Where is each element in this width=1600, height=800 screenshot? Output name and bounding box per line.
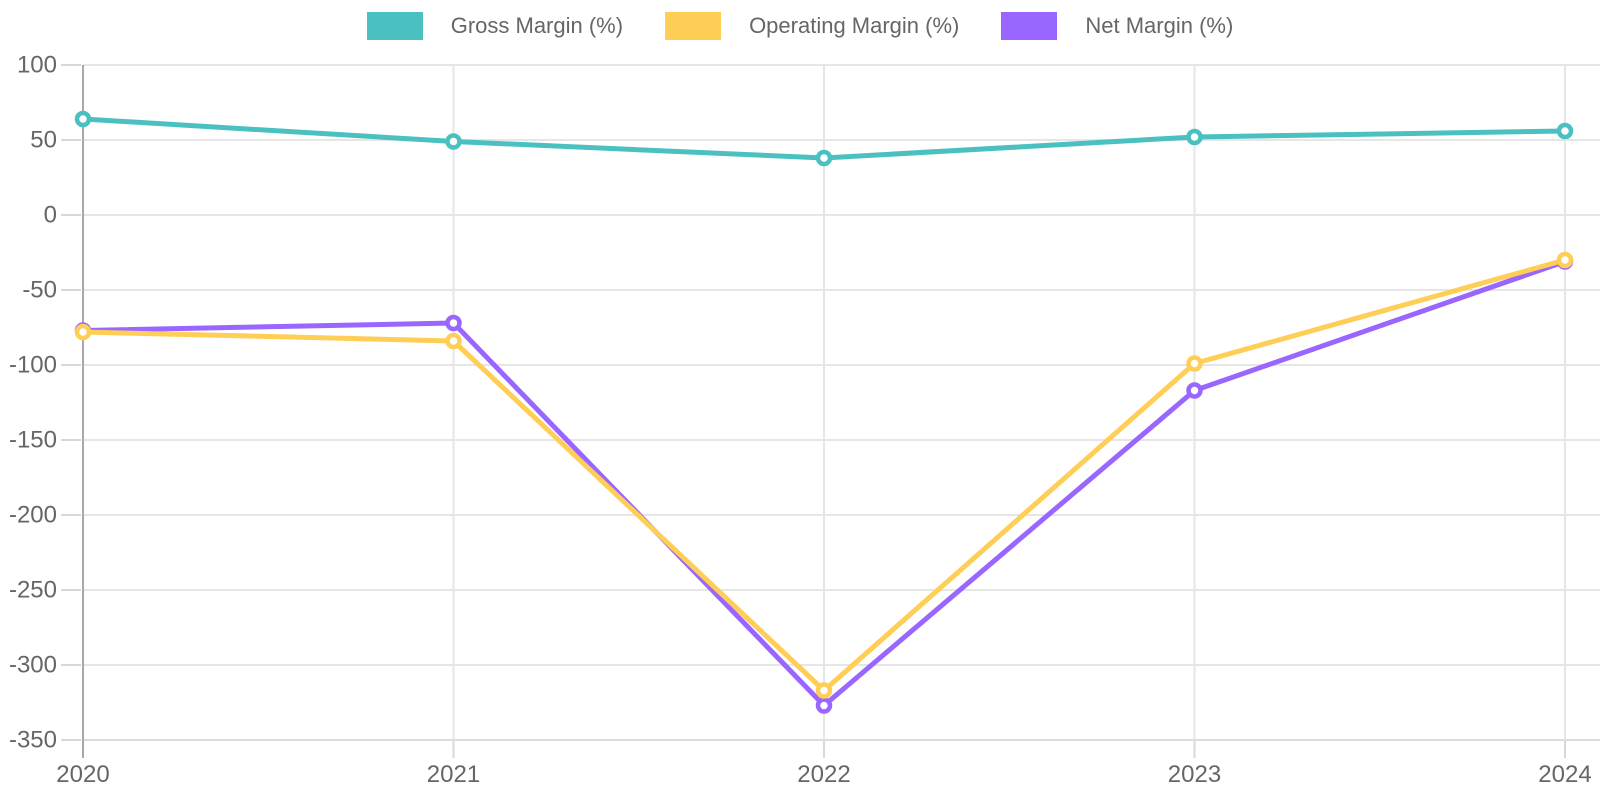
svg-text:-300: -300 [9, 651, 57, 678]
legend-label-net-margin: Net Margin (%) [1085, 13, 1234, 38]
svg-text:100: 100 [17, 51, 57, 78]
svg-text:2024: 2024 [1538, 761, 1591, 788]
svg-text:-250: -250 [9, 576, 57, 603]
svg-text:2023: 2023 [1168, 761, 1221, 788]
legend-label-gross-margin: Gross Margin (%) [450, 13, 624, 38]
legend-label-operating-margin: Operating Margin (%) [749, 13, 960, 38]
svg-text:-50: -50 [22, 276, 57, 303]
svg-text:-150: -150 [9, 426, 57, 453]
legend-item-net-margin[interactable]: Net Margin (%) [1001, 12, 1233, 40]
legend-item-operating-margin[interactable]: Operating Margin (%) [665, 12, 959, 40]
svg-text:-200: -200 [9, 501, 57, 528]
svg-text:-100: -100 [9, 351, 57, 378]
svg-text:0: 0 [44, 201, 57, 228]
svg-text:-350: -350 [9, 726, 57, 753]
svg-text:50: 50 [30, 126, 57, 153]
legend-swatch-operating-margin [665, 12, 722, 40]
legend-item-gross-margin[interactable]: Gross Margin (%) [366, 12, 624, 40]
svg-text:2021: 2021 [427, 761, 480, 788]
svg-text:2020: 2020 [56, 761, 109, 788]
svg-text:2022: 2022 [797, 761, 850, 788]
legend-swatch-gross-margin [366, 12, 423, 40]
chart-legend: Gross Margin (%) Operating Margin (%) Ne… [0, 10, 1600, 42]
legend-swatch-net-margin [1001, 12, 1058, 40]
